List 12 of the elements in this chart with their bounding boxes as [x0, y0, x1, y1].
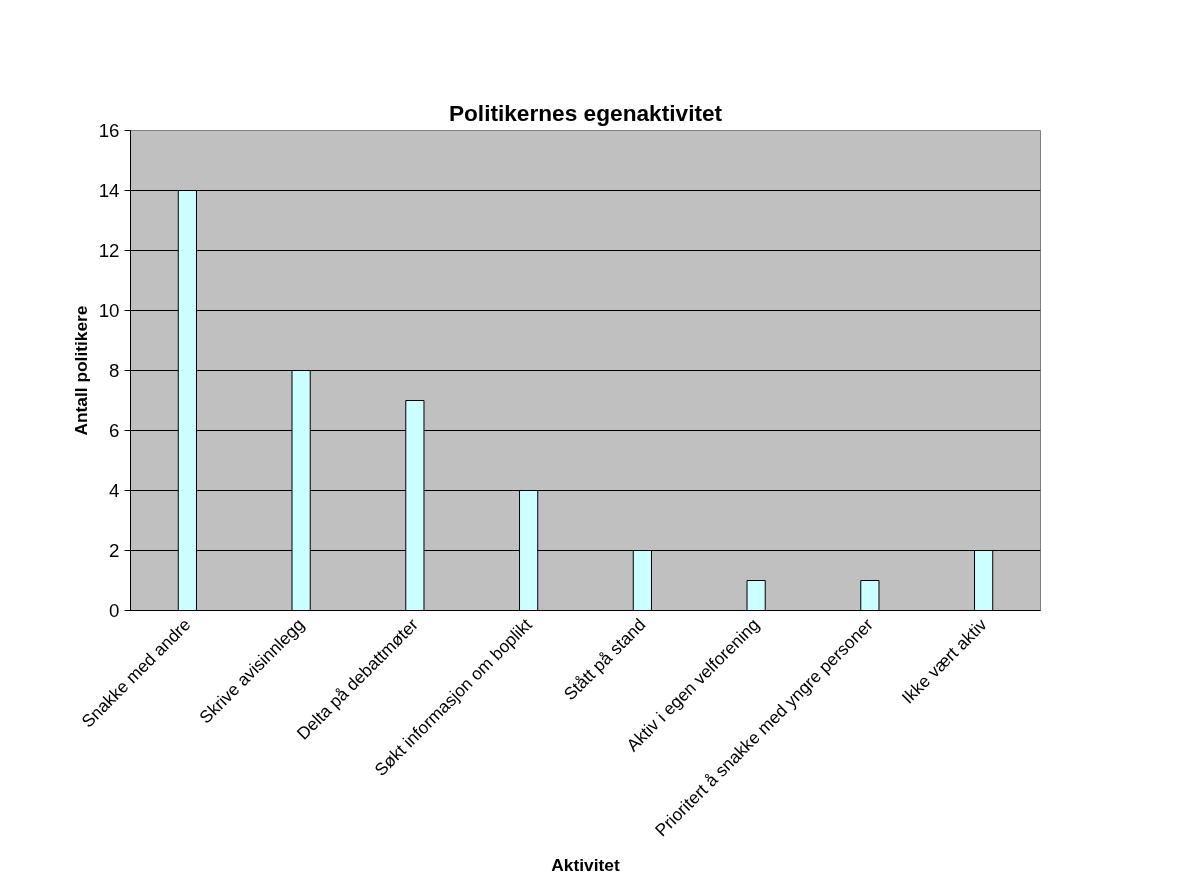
chart-title: Politikernes egenaktivitet — [448, 99, 723, 126]
y-tick-label: 2 — [109, 540, 120, 561]
y-axis-title: Antall politikere — [70, 305, 91, 436]
x-axis-title: Aktivitet — [551, 855, 620, 876]
y-tick-label: 0 — [109, 600, 120, 621]
y-tick-label: 4 — [109, 480, 120, 501]
y-tick-label: 14 — [98, 180, 120, 201]
y-tick-label: 16 — [98, 120, 120, 141]
y-tick-label: 12 — [98, 240, 120, 261]
y-tick-label: 10 — [98, 300, 120, 321]
y-tick-label: 6 — [109, 420, 120, 441]
y-tick-label: 8 — [109, 360, 120, 381]
